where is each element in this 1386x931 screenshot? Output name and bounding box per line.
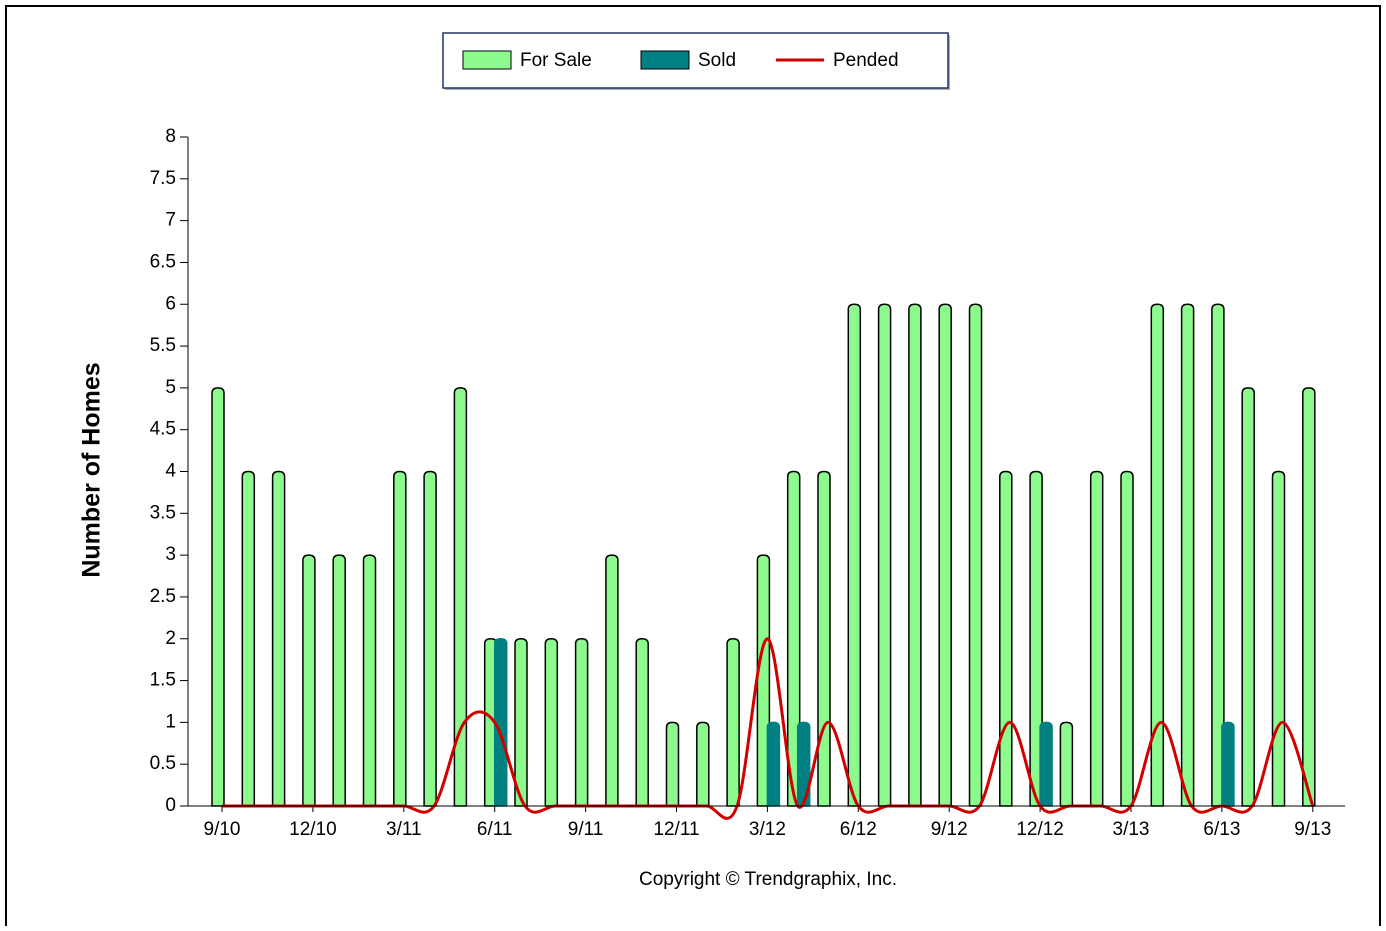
bar [1211,303,1225,807]
bar [968,303,983,807]
bar [302,554,316,807]
bar [766,721,781,807]
bar [756,554,771,807]
bar [999,470,1013,807]
bar [1059,721,1074,807]
bar [393,470,407,807]
y-tick-label: 1.5 [150,670,176,691]
legend-label: Sold [698,50,736,71]
y-tick-label: 1 [165,711,176,732]
frame [5,5,1381,931]
bar [786,470,801,807]
legend [442,32,949,89]
bar [817,470,831,807]
x-tick-label: 3/13 [1113,819,1150,840]
y-tick-label: 3 [165,544,176,565]
bar [1039,721,1053,807]
bar [574,637,589,807]
y-tick-label: 4.5 [150,419,176,440]
x-tick-label: 9/10 [204,819,241,840]
bar [908,303,922,807]
y-tick-label: 5 [165,377,176,398]
bar [877,303,892,807]
bar [332,554,346,807]
legend-label: For Sale [520,50,592,71]
y-tick-label: 3.5 [150,502,176,523]
x-tick-label: 9/13 [1294,819,1331,840]
footer: Copyright © Trendgraphix, Inc. [639,869,897,890]
bar [1120,470,1134,807]
x-tick-label: 6/11 [477,819,513,840]
bar [726,637,740,807]
y-tick-label: 8 [165,126,176,147]
x-tick-label: 3/11 [386,819,422,840]
bar [635,637,649,807]
bar [211,387,225,807]
bar [1089,470,1104,807]
y-tick-label: 2 [165,628,176,649]
x-tick-label: 6/13 [1203,819,1240,840]
bar [696,721,710,807]
bar [1241,387,1255,807]
y-tick-label: 6.5 [150,251,176,272]
y-tick-label: 4 [165,461,176,482]
bar [938,303,952,807]
y-tick-label: 0.5 [150,753,176,774]
x-tick-label: 9/12 [931,819,968,840]
bar [514,637,528,807]
y-tick-label: 6 [165,293,176,314]
legend-swatch [640,50,690,70]
bar [1180,303,1195,807]
bar [1271,470,1286,807]
bar [493,637,508,807]
line [222,637,1315,820]
legend-swatch [462,50,512,70]
bar [241,470,256,807]
bar [544,637,559,807]
x-tick-label: 12/11 [653,819,699,840]
x-tick-label: 12/12 [1016,819,1064,840]
y-axis-label: Number of Homes [78,362,106,577]
bar [665,721,680,807]
bar [1150,303,1165,807]
y-tick-label: 7.5 [150,168,176,189]
x-tick-label: 6/12 [840,819,877,840]
bar [423,470,437,807]
bar [605,554,619,807]
x-tick-label: 3/12 [749,819,786,840]
bar [453,387,468,807]
y-tick-label: 7 [165,210,176,231]
bar [796,721,811,807]
y-tick-label: 0 [165,795,176,816]
bar [1221,721,1235,807]
x-tick-label: 12/10 [289,819,337,840]
bar [1029,470,1043,807]
y-tick-label: 5.5 [150,335,176,356]
legend-label: Pended [833,50,899,71]
x-tick-label: 9/11 [568,819,604,840]
bar [1302,387,1316,807]
bar [847,303,862,807]
bar [362,554,377,807]
bar [271,470,286,807]
y-tick-label: 2.5 [150,586,176,607]
